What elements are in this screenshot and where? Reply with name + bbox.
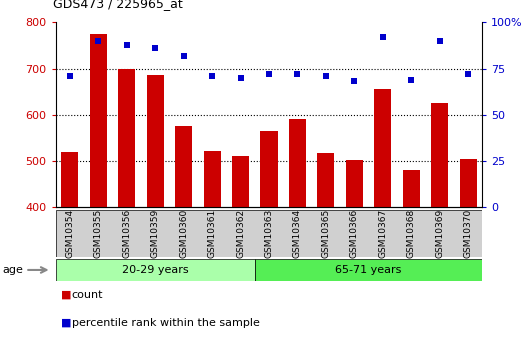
Bar <box>56 259 255 281</box>
Bar <box>204 151 220 207</box>
Bar <box>260 131 278 207</box>
Point <box>265 71 273 77</box>
Text: count: count <box>72 290 103 300</box>
Text: 65-71 years: 65-71 years <box>335 265 402 275</box>
Bar <box>232 156 249 207</box>
Text: GSM10363: GSM10363 <box>264 209 273 258</box>
Text: GSM10368: GSM10368 <box>407 209 416 258</box>
Point <box>293 71 302 77</box>
Text: 20-29 years: 20-29 years <box>122 265 189 275</box>
Text: GSM10360: GSM10360 <box>179 209 188 258</box>
Text: GSM10366: GSM10366 <box>350 209 359 258</box>
Text: GSM10370: GSM10370 <box>464 209 473 258</box>
Text: GSM10359: GSM10359 <box>151 209 160 258</box>
Bar <box>255 259 482 281</box>
Bar <box>317 152 334 207</box>
Point <box>94 38 103 43</box>
Text: ■: ■ <box>61 290 72 300</box>
Point <box>66 73 74 79</box>
Text: GSM10365: GSM10365 <box>321 209 330 258</box>
Bar <box>118 69 135 207</box>
Text: percentile rank within the sample: percentile rank within the sample <box>72 318 259 327</box>
Bar <box>289 119 306 207</box>
Point <box>122 42 131 47</box>
Point <box>179 53 188 58</box>
Point <box>322 73 330 79</box>
Point <box>208 73 216 79</box>
Text: GSM10356: GSM10356 <box>122 209 131 258</box>
Bar <box>403 170 420 207</box>
Text: GSM10361: GSM10361 <box>208 209 217 258</box>
Point <box>378 34 387 40</box>
Bar <box>175 126 192 207</box>
Bar <box>431 103 448 207</box>
Text: GSM10354: GSM10354 <box>65 209 74 258</box>
Text: GSM10364: GSM10364 <box>293 209 302 258</box>
Bar <box>346 160 363 207</box>
Point <box>350 79 358 84</box>
Point <box>151 46 160 51</box>
Bar <box>90 34 107 207</box>
Point <box>464 71 472 77</box>
Bar <box>61 152 78 207</box>
Bar <box>147 76 164 207</box>
Bar <box>460 159 476 207</box>
Point <box>236 75 245 80</box>
Text: GSM10355: GSM10355 <box>94 209 103 258</box>
Text: GDS473 / 225965_at: GDS473 / 225965_at <box>53 0 183 10</box>
Text: ■: ■ <box>61 318 72 327</box>
Text: GSM10369: GSM10369 <box>435 209 444 258</box>
Text: GSM10367: GSM10367 <box>378 209 387 258</box>
Text: GSM10362: GSM10362 <box>236 209 245 258</box>
Point <box>436 38 444 43</box>
Text: age: age <box>3 265 23 275</box>
Point <box>407 77 416 82</box>
Bar <box>374 89 391 207</box>
